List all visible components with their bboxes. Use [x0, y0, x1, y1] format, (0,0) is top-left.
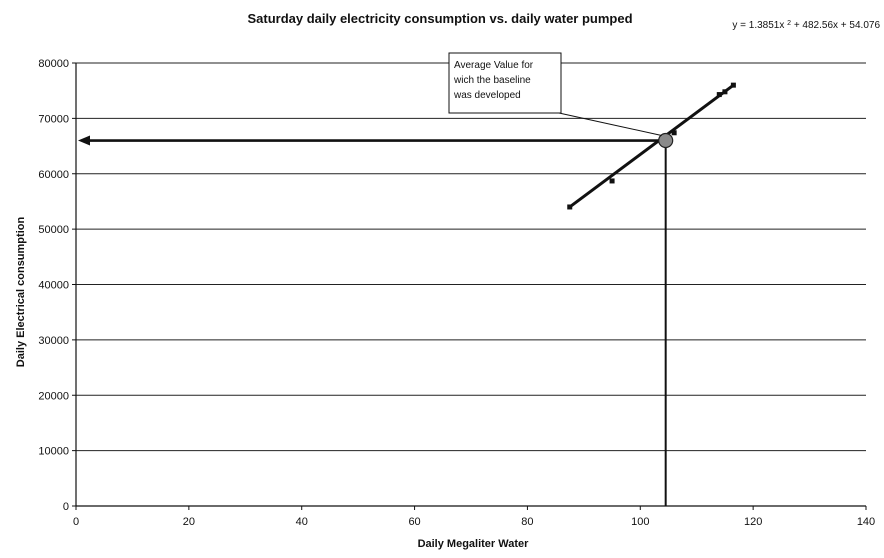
x-tick-label: 140	[857, 516, 875, 528]
trendline	[568, 83, 735, 209]
x-axis-label: Daily Megaliter Water	[418, 538, 530, 550]
callout-box	[448, 52, 562, 114]
y-tick-label: 60000	[38, 169, 69, 181]
x-tick-label: 100	[631, 516, 649, 528]
y-tick-label: 30000	[38, 335, 69, 347]
callout-text: was developed	[453, 90, 521, 101]
x-tick-label: 80	[521, 516, 533, 528]
y-axis-label: Daily Electrical consumption	[15, 217, 27, 368]
y-tick-label: 20000	[38, 390, 69, 402]
annotation-layer: Average Value for wich the baseline was de…	[78, 52, 674, 506]
y-tick-label: 10000	[38, 446, 69, 458]
trend-layer	[568, 83, 735, 209]
equation-suffix: + 482.56x + 54.076	[794, 20, 881, 31]
y-tick-label: 70000	[38, 113, 69, 125]
grid-layer	[76, 62, 866, 452]
x-tick-label: 120	[744, 516, 762, 528]
ticks-layer: 0 10000 20000 30000 40000 50000 60000 70000 8000…	[38, 58, 875, 528]
y-tick-label: 0	[63, 501, 69, 513]
y-tick-label: 80000	[38, 58, 69, 70]
average-arrow-head	[78, 135, 90, 146]
x-tick-label: 20	[183, 516, 195, 528]
x-tick-label: 40	[296, 516, 308, 528]
y-tick-label: 40000	[38, 280, 69, 292]
equation-prefix: y = 1.3851x	[732, 20, 784, 31]
data-point	[671, 130, 677, 136]
data-point	[730, 82, 736, 88]
data-point	[609, 178, 615, 184]
chart-title: Saturday daily electricity consumption v…	[247, 11, 632, 26]
x-tick-label: 0	[73, 516, 79, 528]
equation-superscript: 2	[787, 20, 791, 27]
data-point	[716, 92, 722, 98]
callout-text: Average Value for	[454, 60, 534, 71]
data-point	[722, 89, 728, 95]
y-tick-label: 50000	[38, 224, 69, 236]
x-tick-label: 60	[408, 516, 420, 528]
data-point	[567, 204, 573, 210]
average-point-marker	[658, 132, 674, 149]
trendline-equation: y = 1.3851x 2 + 482.56x + 54.076	[732, 20, 880, 32]
callout-text: wich the baseline	[453, 75, 531, 86]
callout-leader	[558, 112, 662, 137]
